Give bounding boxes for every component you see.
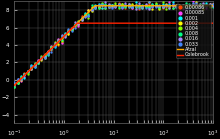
Legend: 0.00086, 0.00085, 0.001, 0.002, 0.004, 0.008, 0.016, 0.033, Afzal, Colebrook: 0.00086, 0.00085, 0.001, 0.002, 0.004, 0… — [176, 4, 211, 58]
